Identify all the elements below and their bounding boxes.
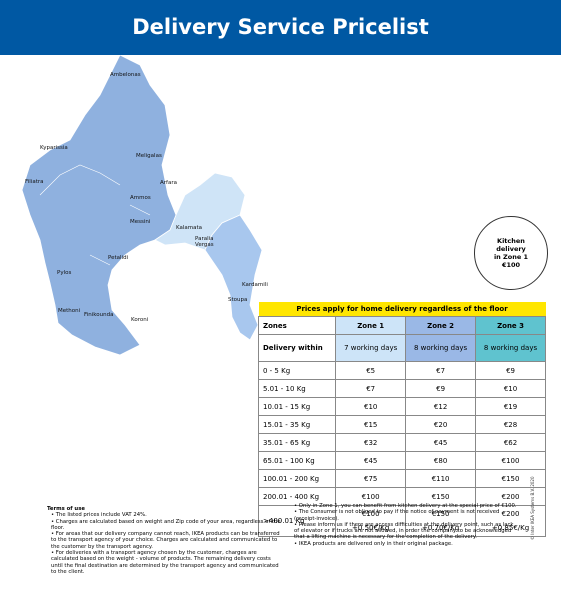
cell: €62 — [475, 433, 546, 452]
term: • Please inform us if there are access d… — [294, 521, 514, 541]
cell: €200 +0.85€/Kg — [475, 505, 546, 537]
cell-line: +0.70€/Kg — [421, 524, 460, 532]
cell: €9 — [405, 379, 477, 398]
cell: €80 — [405, 451, 477, 470]
place-label: Filiatra — [25, 179, 44, 185]
banner-row: Prices apply for home delivery regardles… — [258, 302, 546, 317]
cell: €20 — [405, 415, 477, 434]
table-row: 15.01 - 35 Kg €15 €20 €28 — [257, 415, 546, 434]
banner: Prices apply for home delivery regardles… — [258, 302, 546, 317]
header-row: Zones Zone 1 Zone 2 Zone 3 — [257, 316, 546, 335]
cell: €19 — [475, 397, 546, 416]
cell: €10 — [335, 397, 407, 416]
cell: €12 — [405, 397, 477, 416]
place-label: Paralia Vergas — [195, 236, 214, 248]
cell: €32 — [335, 433, 407, 452]
cell: 10.01 - 15 Kg — [257, 397, 337, 416]
zone-2 — [204, 214, 263, 341]
term: • Only in Zone 1, you can benefit from k… — [294, 503, 517, 509]
place-label: Ambelonas — [110, 72, 141, 78]
cell: €150 +0.70€/Kg — [405, 505, 477, 537]
cell: 7 working days — [335, 334, 407, 362]
table-row: Delivery within 7 working days 8 working d… — [257, 334, 546, 362]
cell: 100.01 - 200 Kg — [257, 469, 337, 488]
term: • IKEA products are delivered only in th… — [294, 540, 453, 547]
cell-line: €200 — [501, 510, 520, 518]
term: • For deliveries with a transport agency… — [51, 550, 279, 575]
cell-line: +0.50€/Kg — [352, 524, 390, 532]
title: Delivery Service Pricelist — [0, 0, 561, 55]
table-row: 0 - 5 Kg €5 €7 €9 — [257, 361, 546, 380]
coast — [39, 164, 151, 266]
kitchen-line: €100 — [501, 261, 521, 269]
place-label: Kyparissia — [40, 145, 68, 151]
place-label: Koroni — [131, 317, 149, 323]
cell-line: +0.85€/Kg — [491, 524, 530, 532]
cell: 35.01 - 65 Kg — [257, 433, 337, 452]
table-row: >400.01 Kg €100 +0.50€/Kg €150 +0.70€/Kg €200… — [257, 505, 546, 537]
terms-title: Terms of use — [47, 506, 85, 512]
place-label: Kardamili — [242, 282, 268, 288]
place-label: Arfara — [160, 180, 177, 186]
cell: 8 working days — [475, 334, 546, 362]
table-row: 100.01 - 200 Kg €75 €110 €150 — [257, 469, 546, 488]
place-label: Kalamata — [176, 225, 203, 231]
place-label: Ammos — [130, 195, 151, 201]
place-label: Finikounda — [84, 312, 114, 318]
cell: 8 working days — [405, 334, 477, 362]
cell: €28 — [475, 415, 546, 434]
header-cell: Zones — [257, 316, 337, 335]
cell: €45 — [405, 433, 477, 452]
kitchen-note: Kitchen delivery in Zone 1 €100 — [474, 216, 548, 290]
cell: €15 — [335, 415, 407, 434]
cell: €45 — [335, 451, 407, 470]
table-row: 10.01 - 15 Kg €10 €12 €19 — [257, 397, 546, 416]
cell: >400.01 Kg — [257, 505, 337, 537]
term: • The Consumer is not obliged to pay if … — [294, 509, 500, 522]
zone-3 — [21, 55, 177, 355]
kitchen-line: delivery — [496, 245, 526, 253]
cell: €100 +0.50€/Kg — [335, 505, 407, 537]
cell: €9 — [475, 361, 546, 380]
table-row: 35.01 - 65 Kg €32 €45 €62 — [257, 433, 546, 452]
kitchen-line: in Zone 1 — [493, 253, 529, 261]
term: • For areas that our delivery company ca… — [51, 531, 280, 550]
cell: €75 — [335, 469, 407, 488]
terms-right: • Only in Zone 1, you can benefit from k… — [290, 503, 520, 547]
cell: Delivery within — [257, 334, 337, 362]
cell: €7 — [405, 361, 477, 380]
cell: €7 — [335, 379, 407, 398]
kitchen-line: Kitchen — [497, 237, 525, 245]
header-cell: Zone 3 — [475, 316, 546, 335]
cell: €100 — [475, 451, 546, 470]
cell-line: €100 — [361, 510, 380, 518]
cell-line: €150 — [431, 510, 450, 518]
header-cell: Zone 1 — [335, 316, 407, 335]
term: • Charges are calculated based on weight… — [51, 518, 281, 531]
header-cell: Zone 2 — [405, 316, 477, 335]
place-label: Pylos — [57, 270, 72, 276]
place-label: Messini — [130, 219, 151, 225]
term: • The listed prices include VAT 24%. — [51, 512, 147, 519]
cell: 15.01 - 35 Kg — [257, 415, 337, 434]
cell: €150 — [475, 469, 546, 488]
place-label: Methoni — [58, 308, 81, 314]
cell: 0 - 5 Kg — [257, 361, 337, 380]
place-label: Stoupa — [228, 297, 248, 303]
price-table: Prices apply for home delivery regardles… — [257, 302, 546, 537]
map — [21, 55, 263, 355]
place-label: Meligalas — [136, 153, 162, 159]
terms-left: Terms of use • The listed prices include … — [47, 506, 282, 575]
cell: €10 — [475, 379, 546, 398]
cell: 5.01 - 10 Kg — [257, 379, 337, 398]
cell: 65.01 - 100 Kg — [257, 451, 337, 470]
cell: €110 — [405, 469, 477, 488]
table-row: 200.01 - 400 Kg €100 €150 €200 — [257, 487, 546, 506]
copyright: © Inter IKEA Systems B.V. 2020 — [530, 476, 535, 541]
place-label: Petalidi — [108, 255, 129, 261]
cell: €5 — [335, 361, 407, 380]
table-row: 5.01 - 10 Kg €7 €9 €10 — [257, 379, 546, 398]
table-row: 65.01 - 100 Kg €45 €80 €100 — [257, 451, 546, 470]
